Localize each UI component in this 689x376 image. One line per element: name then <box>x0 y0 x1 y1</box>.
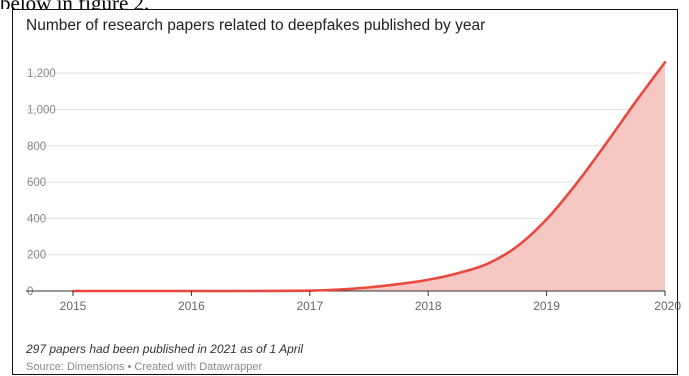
x-tick-label: 2015 <box>60 299 87 313</box>
caption-fragment: below in figure 2. <box>0 0 689 9</box>
y-tick-label: 600 <box>27 177 46 189</box>
chart-frame <box>12 9 678 375</box>
chart-title: Number of research papers related to dee… <box>26 17 486 34</box>
x-tick-label: 2018 <box>415 299 442 313</box>
y-tick-label: 200 <box>27 250 46 262</box>
y-tick-label: 1,200 <box>27 68 56 80</box>
y-tick-label: 1,000 <box>27 104 56 116</box>
x-tick-label: 2017 <box>296 299 323 313</box>
chart-note: 297 papers had been published in 2021 as… <box>26 342 304 356</box>
x-tick-label: 2016 <box>178 299 205 313</box>
x-tick-label: 2020 <box>654 299 681 313</box>
y-tick-label: 0 <box>27 286 33 298</box>
y-tick-label: 800 <box>27 141 46 153</box>
chart-source: Source: Dimensions • Created with Datawr… <box>26 361 263 373</box>
y-tick-label: 400 <box>27 213 46 225</box>
x-tick-label: 2019 <box>533 299 560 313</box>
series-area <box>73 62 665 292</box>
series-line <box>71 60 667 293</box>
